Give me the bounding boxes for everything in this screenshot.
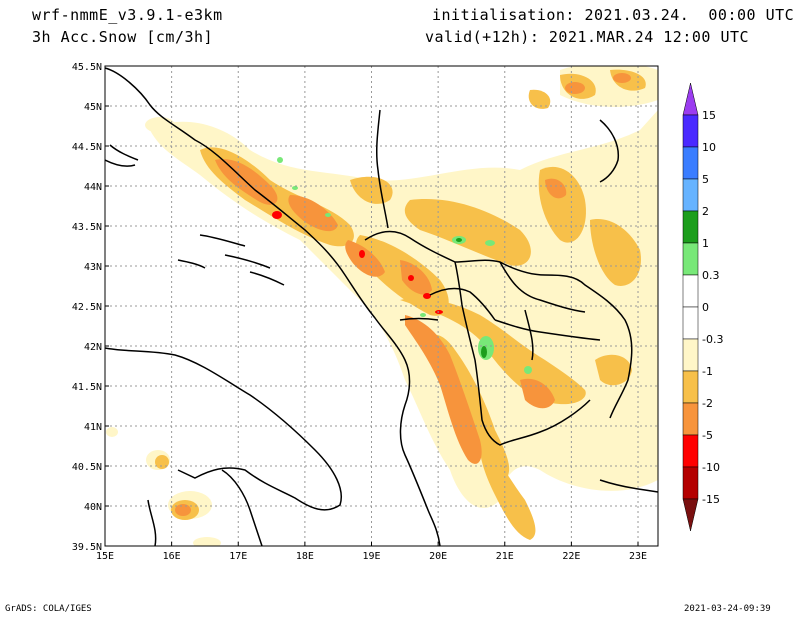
colorbar-segment xyxy=(682,434,699,468)
colorbar-segment xyxy=(682,274,699,308)
colorbar-segment xyxy=(682,402,699,436)
lon-tick-label: 17E xyxy=(229,551,247,562)
colorbar-label: 15 xyxy=(702,109,716,122)
colorbar-segment xyxy=(682,242,699,276)
snow-extreme-areas xyxy=(272,211,443,314)
latitude-ticks: 45.5N 45N 44.5N 44N 43.5N 43N 42.5N 42N 41.5N 41N… xyxy=(72,62,109,553)
snow-positive-core xyxy=(456,238,487,358)
lat-tick-label: 40N xyxy=(84,502,102,513)
colorbar-segment xyxy=(682,370,699,404)
lat-tick-label: 42.5N xyxy=(72,302,102,313)
colorbar-label: 2 xyxy=(702,205,709,218)
colorbar: 15 10 5 2 1 0.3 0 -0.3 -1 -2 -5 -10 -15 xyxy=(682,82,723,532)
lon-tick-label: 22E xyxy=(562,551,580,562)
footer-credit: GrADS: COLA/IGES xyxy=(5,604,92,614)
colorbar-label: -15 xyxy=(702,493,720,506)
colorbar-label: 5 xyxy=(702,173,709,186)
lon-tick-label: 19E xyxy=(362,551,380,562)
valid-time: valid(+12h): 2021.MAR.24 12:00 UTC xyxy=(425,28,750,46)
lat-tick-label: 42N xyxy=(84,342,102,353)
lat-tick-label: 39.5N xyxy=(72,542,102,553)
colorbar-segment xyxy=(682,306,699,340)
lon-tick-label: 16E xyxy=(163,551,181,562)
colorbar-segment xyxy=(682,114,699,148)
lon-tick-label: 20E xyxy=(429,551,447,562)
lon-tick-label: 21E xyxy=(496,551,514,562)
colorbar-label: -2 xyxy=(702,397,713,410)
colorbar-segment xyxy=(682,178,699,212)
footer-timestamp: 2021-03-24-09:39 xyxy=(684,604,771,614)
colorbar-segment xyxy=(682,338,699,372)
colorbar-label: -0.3 xyxy=(702,333,723,346)
lat-tick-label: 44.5N xyxy=(72,142,102,153)
lat-tick-label: 45N xyxy=(84,102,102,113)
lat-tick-label: 43.5N xyxy=(72,222,102,233)
colorbar-label: 1 xyxy=(702,237,709,250)
colorbar-label: -5 xyxy=(702,429,713,442)
colorbar-segment xyxy=(682,210,699,244)
lat-tick-label: 44N xyxy=(84,182,102,193)
colorbar-segment xyxy=(682,146,699,180)
model-title: wrf-nmmE_v3.9.1-e3km xyxy=(32,6,223,24)
lat-tick-label: 41N xyxy=(84,422,102,433)
init-time: initialisation: 2021.03.24. 00:00 UTC xyxy=(432,6,795,24)
longitude-ticks: 15E 16E 17E 18E 19E 20E 21E 22E 23E xyxy=(96,542,647,562)
colorbar-top-arrow xyxy=(682,82,699,116)
coastline-borders xyxy=(105,67,658,546)
lon-tick-label: 23E xyxy=(629,551,647,562)
snow-field xyxy=(105,66,658,546)
lon-tick-label: 15E xyxy=(96,551,114,562)
lat-tick-label: 45.5N xyxy=(72,62,102,73)
lat-tick-label: 40.5N xyxy=(72,462,102,473)
colorbar-label: 10 xyxy=(702,141,716,154)
colorbar-label: -10 xyxy=(702,461,720,474)
lon-tick-label: 18E xyxy=(296,551,314,562)
field-title: 3h Acc.Snow [cm/3h] xyxy=(32,28,214,46)
colorbar-label: 0.3 xyxy=(702,269,720,282)
colorbar-segment xyxy=(682,466,699,500)
lat-tick-label: 43N xyxy=(84,262,102,273)
gridlines xyxy=(105,66,658,546)
lat-tick-label: 41.5N xyxy=(72,382,102,393)
colorbar-label: -1 xyxy=(702,365,713,378)
colorbar-label: 0 xyxy=(702,301,709,314)
colorbar-bottom-arrow xyxy=(682,498,699,532)
